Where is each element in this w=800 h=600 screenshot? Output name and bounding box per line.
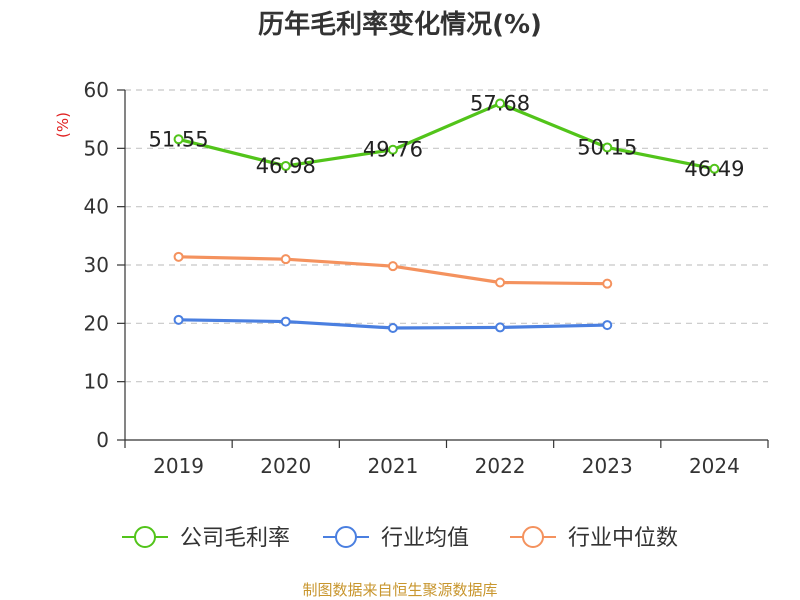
legend-marker[interactable] — [335, 526, 357, 548]
series-point[interactable] — [602, 320, 613, 331]
series-point[interactable] — [173, 251, 184, 262]
y-tick-label: 0 — [96, 428, 109, 452]
series-point[interactable] — [387, 323, 398, 333]
data-labels-layer: 51.55 46.98 49.76 57.68 50.15 46.49 — [149, 92, 745, 181]
series-point[interactable] — [602, 278, 613, 289]
series-layer — [173, 98, 720, 333]
series-point[interactable] — [280, 254, 291, 265]
series-point[interactable] — [280, 160, 291, 171]
y-tick-label: 10 — [84, 370, 109, 394]
x-tick-label: 2023 — [582, 454, 633, 478]
series-point[interactable] — [173, 314, 184, 325]
legend-label[interactable]: 公司毛利率 — [180, 526, 290, 551]
series-point[interactable] — [495, 322, 506, 333]
series-point[interactable] — [173, 134, 184, 145]
footer-source: 制图数据来自恒生聚源数据库 — [302, 581, 498, 599]
series-point[interactable] — [280, 316, 291, 327]
grid-layer — [125, 89, 768, 383]
legend-label[interactable]: 行业中位数 — [568, 526, 678, 551]
x-tick-label: 2021 — [367, 454, 418, 478]
y-tick-label: 30 — [84, 253, 109, 277]
legend-label[interactable]: 行业均值 — [381, 526, 469, 551]
series-point[interactable] — [495, 98, 506, 109]
data-label: 46.98 — [256, 154, 316, 178]
legend: 公司毛利率 行业均值 行业中位数 — [122, 526, 678, 551]
series-line — [176, 101, 717, 171]
series-point[interactable] — [387, 261, 398, 272]
y-axis-unit-label: (%) — [54, 112, 72, 138]
x-tick-label: 2022 — [475, 454, 526, 478]
x-tick-label: 2024 — [689, 454, 740, 478]
legend-marker[interactable] — [134, 526, 156, 548]
y-tick-label: 50 — [84, 136, 109, 160]
y-tick-label: 40 — [84, 195, 109, 219]
legend-marker[interactable] — [522, 526, 544, 548]
data-label: 57.68 — [470, 92, 530, 116]
data-label: 50.15 — [577, 135, 637, 159]
data-label: 46.49 — [684, 157, 744, 181]
data-label: 49.76 — [363, 138, 423, 162]
y-tick-label: 20 — [84, 311, 109, 335]
x-tick-label: 2019 — [153, 454, 204, 478]
series-point[interactable] — [387, 144, 398, 155]
series-point[interactable] — [495, 277, 506, 288]
chart-title: 历年毛利率变化情况(%) — [258, 10, 542, 40]
series-point[interactable] — [709, 163, 720, 174]
x-tick-label: 2020 — [260, 454, 311, 478]
data-label: 51.55 — [149, 127, 209, 151]
series-point[interactable] — [602, 142, 613, 153]
axes-layer: 0 10 20 30 40 50 60 (%) 2019 2020 2021 2022 2023 2024 — [54, 78, 769, 478]
y-tick-label: 60 — [84, 78, 109, 102]
